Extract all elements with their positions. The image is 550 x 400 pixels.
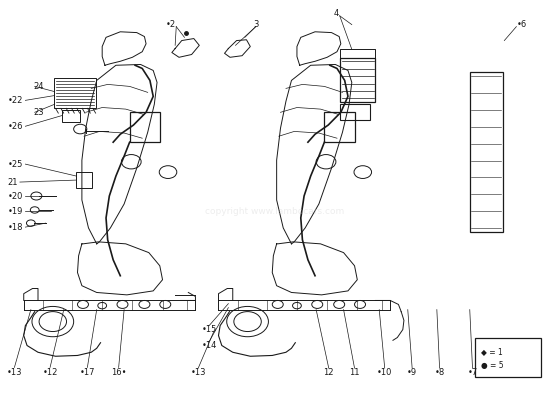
Bar xyxy=(324,112,355,142)
Bar xyxy=(340,58,376,102)
Text: •13: •13 xyxy=(7,368,22,377)
Text: •6: •6 xyxy=(517,20,527,29)
Text: ◆ = 1: ◆ = 1 xyxy=(481,348,503,356)
Bar xyxy=(130,112,160,142)
Text: •8: •8 xyxy=(434,368,445,377)
Text: copyright www.lambocars.com: copyright www.lambocars.com xyxy=(205,208,345,216)
Text: •2: •2 xyxy=(166,20,176,29)
Bar xyxy=(76,172,92,188)
Text: •7: •7 xyxy=(468,368,477,377)
Text: •14: •14 xyxy=(201,341,217,350)
Text: •18: •18 xyxy=(7,223,23,232)
Text: 21: 21 xyxy=(7,178,18,186)
Text: •19: •19 xyxy=(7,207,23,216)
Text: 3: 3 xyxy=(253,20,258,29)
Bar xyxy=(340,104,370,120)
Text: 24: 24 xyxy=(34,82,44,91)
Text: 16•: 16• xyxy=(111,368,126,377)
Text: •13: •13 xyxy=(190,368,206,377)
Text: 11: 11 xyxy=(349,368,360,377)
Text: ● = 5: ● = 5 xyxy=(481,361,503,370)
Text: •25: •25 xyxy=(7,160,23,169)
Text: 4: 4 xyxy=(334,9,339,18)
Text: 23: 23 xyxy=(34,108,44,117)
Text: •12: •12 xyxy=(42,368,58,377)
Bar xyxy=(54,78,96,108)
Text: •26: •26 xyxy=(7,122,23,131)
Bar xyxy=(470,72,503,232)
Text: •22: •22 xyxy=(7,96,23,105)
Text: •9: •9 xyxy=(407,368,417,377)
Text: •20: •20 xyxy=(7,192,23,200)
Text: •10: •10 xyxy=(377,368,392,377)
Text: 12: 12 xyxy=(323,368,334,377)
Text: •17: •17 xyxy=(80,368,95,377)
Bar xyxy=(475,338,541,377)
Text: •15: •15 xyxy=(201,325,217,334)
Bar xyxy=(62,110,80,122)
